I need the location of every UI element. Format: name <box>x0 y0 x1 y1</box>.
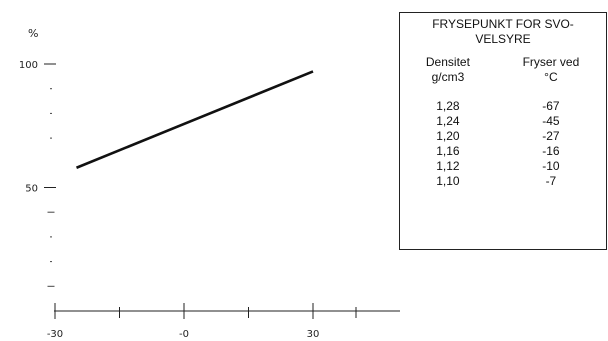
table-header: Densitet g/cm3 Fryser ved °C <box>400 55 606 85</box>
x-major-ticks: -30 -0 30 <box>47 303 320 340</box>
density-cell: 1,28 <box>436 99 460 113</box>
y-axis-label: % <box>28 27 38 40</box>
freeze-cell: -16 <box>542 144 560 158</box>
freeze-cell: -27 <box>542 129 560 143</box>
y-tick-label-1: 50 <box>25 184 38 195</box>
table-row: 1,28 -67 <box>400 99 606 114</box>
x-tick-label-0: -30 <box>47 329 63 340</box>
x-tick-label-2: 30 <box>307 329 320 340</box>
density-cell: 1,16 <box>436 144 460 158</box>
freeze-cell: -45 <box>542 114 560 128</box>
density-cell: 1,12 <box>436 159 460 173</box>
series-line <box>76 70 314 169</box>
freeze-cell: -67 <box>542 99 560 113</box>
table-row: 1,16 -16 <box>400 144 606 159</box>
freeze-cell: -10 <box>542 159 560 173</box>
density-cell: 1,10 <box>436 174 460 188</box>
density-cell: 1,24 <box>436 114 460 128</box>
table-row: 1,10 -7 <box>400 174 606 189</box>
y-tick-label-0: 100 <box>19 60 38 71</box>
table-row: 1,20 -27 <box>400 129 606 144</box>
y-major-ticks: 100 50 <box>19 60 56 195</box>
freeze-cell: -7 <box>545 174 557 188</box>
table-row: 1,12 -10 <box>400 159 606 174</box>
table-title: FRYSEPUNKT FOR SVO- VELSYRE <box>432 17 574 46</box>
table-row: 1,24 -45 <box>400 114 606 129</box>
x-tick-label-1: -0 <box>179 329 189 340</box>
y-minor-ticks <box>47 88 55 287</box>
freeze-header: Fryser ved °C <box>522 55 580 84</box>
x-minor-ticks <box>119 307 357 318</box>
density-cell: 1,20 <box>436 129 460 143</box>
freeze-point-table: FRYSEPUNKT FOR SVO- VELSYRE Densitet g/c… <box>399 12 607 250</box>
table-rows: 1,28 -67 1,24 -45 1,20 -27 1,16 -16 1,12 -10 1,10 -… <box>400 99 606 189</box>
density-header: Densitet g/cm3 <box>425 55 470 84</box>
